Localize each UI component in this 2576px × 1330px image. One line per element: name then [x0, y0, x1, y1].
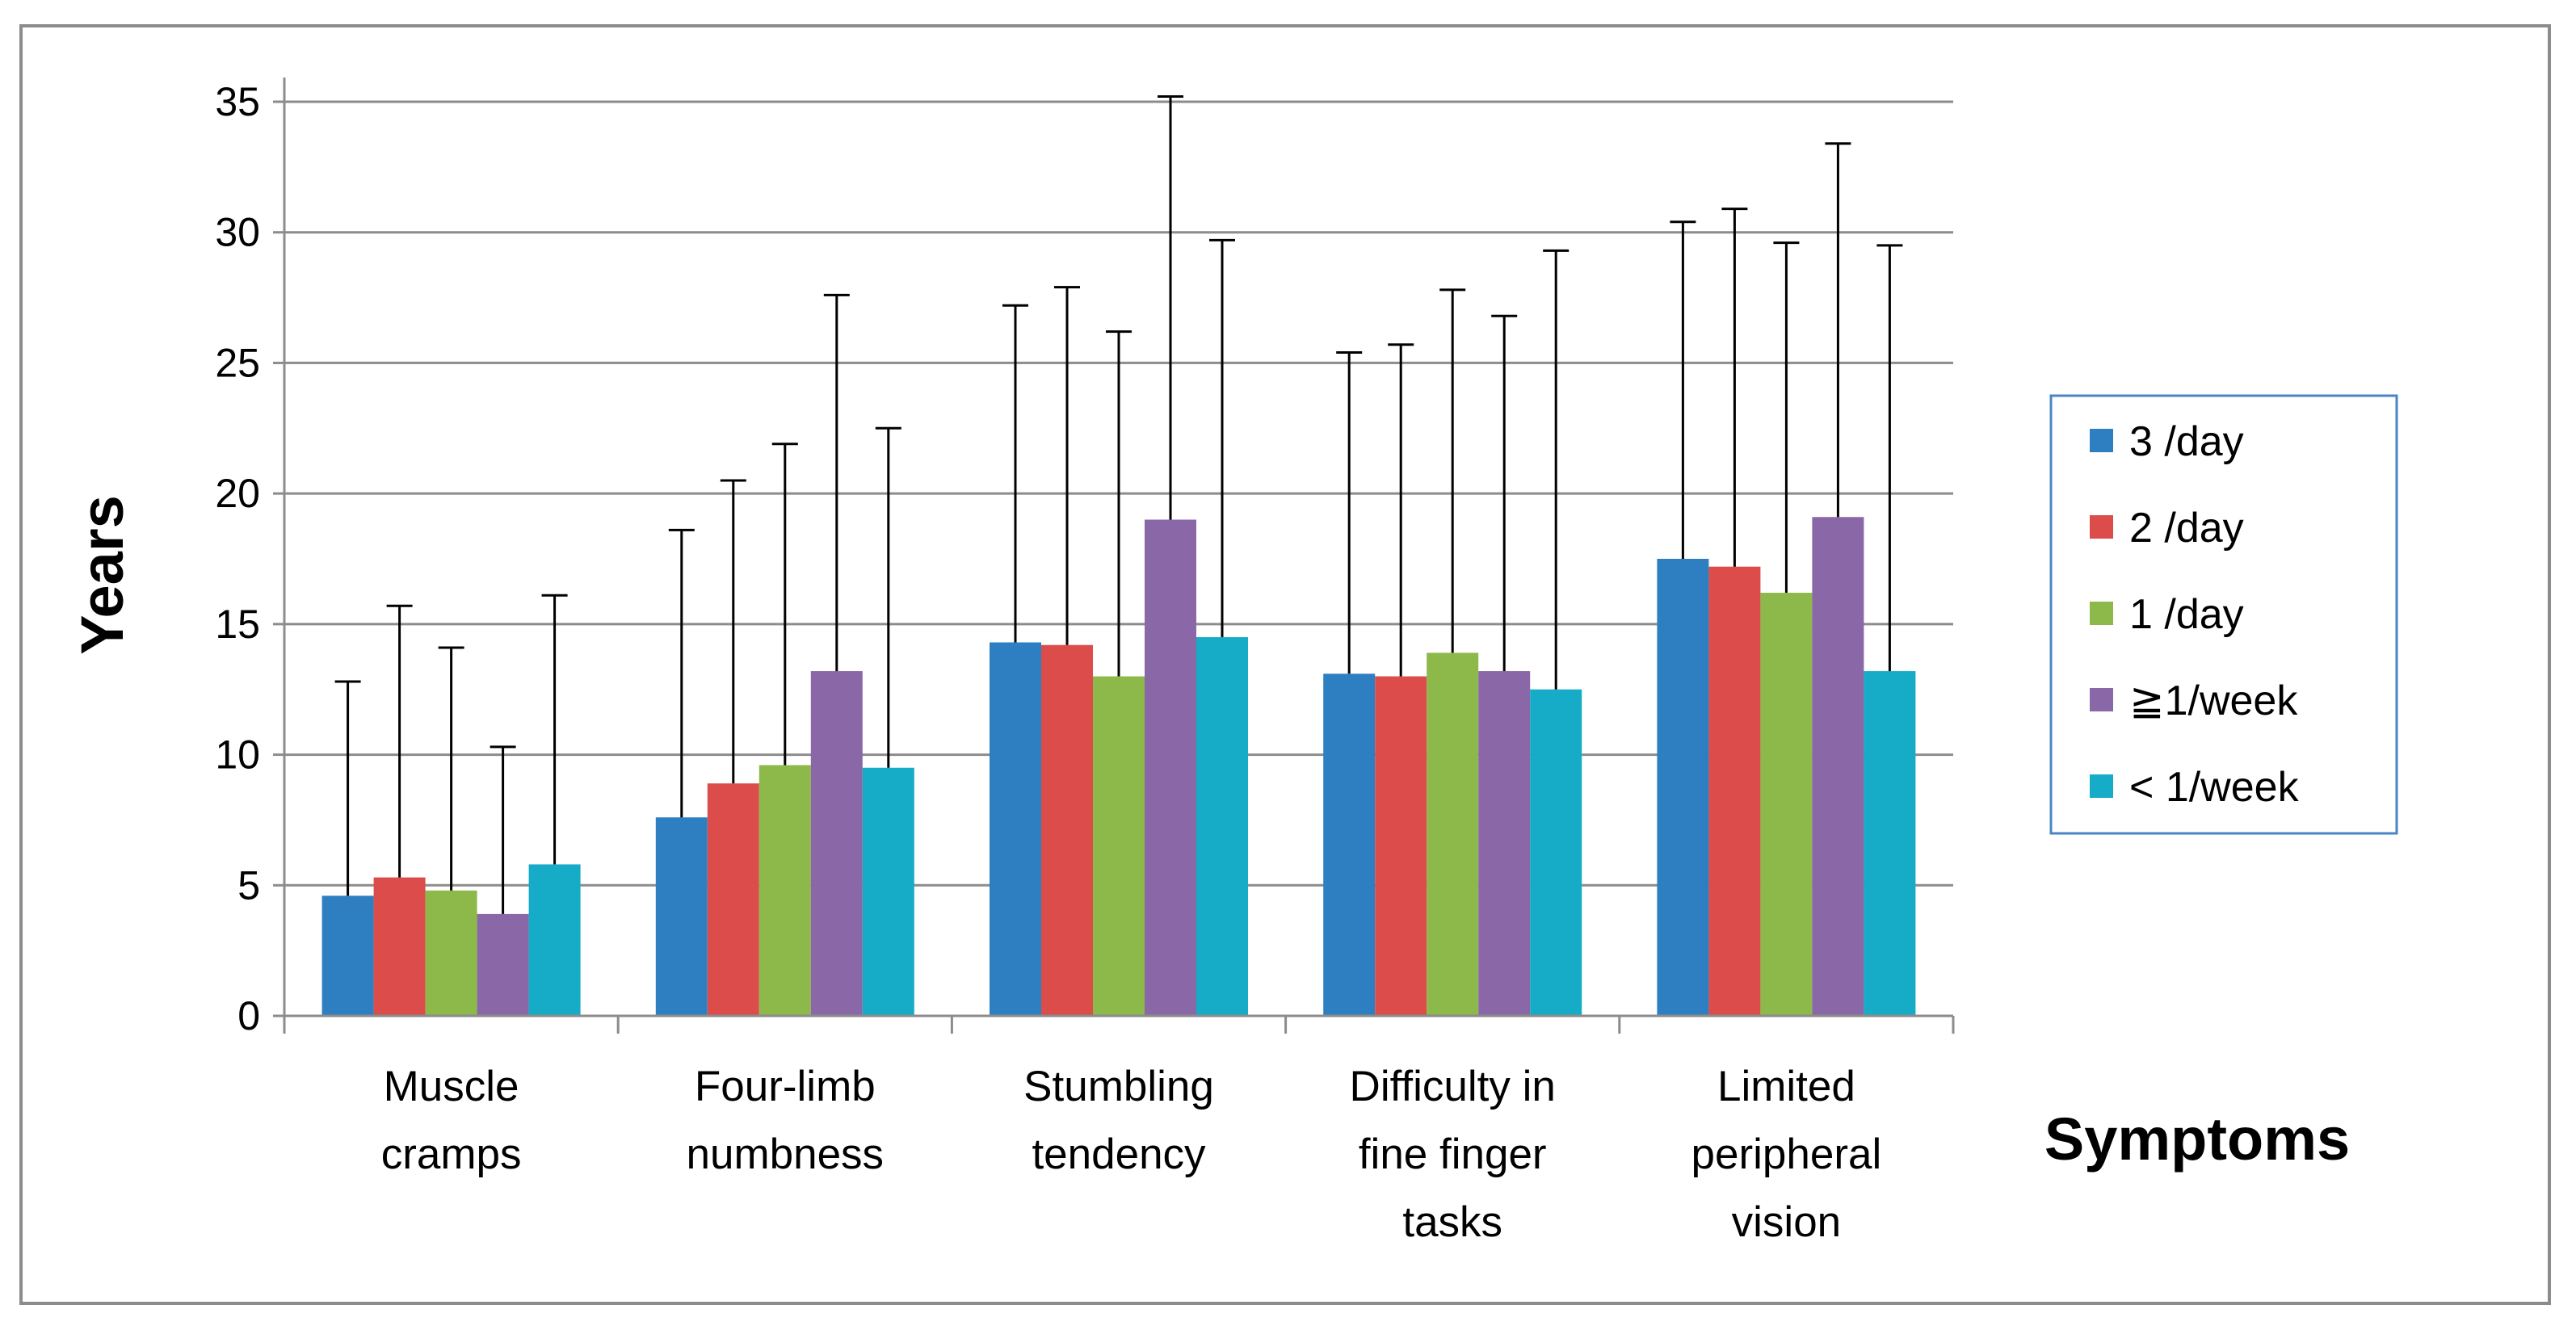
bar	[1864, 671, 1916, 1016]
error-bars	[334, 95, 1903, 914]
bar	[1196, 637, 1248, 1016]
legend-swatch	[2090, 515, 2113, 539]
legend-label: 2 /day	[2129, 505, 2244, 552]
bar	[1657, 559, 1709, 1016]
legend-swatch	[2090, 688, 2113, 711]
y-tick-label: 15	[215, 602, 260, 647]
y-tick-label: 5	[237, 862, 260, 908]
axes	[283, 78, 1955, 1034]
bar	[1375, 676, 1427, 1016]
x-category-label-line: Limited	[1717, 1063, 1855, 1110]
legend-label: 3 /day	[2129, 418, 2244, 465]
x-category-label-line: vision	[1732, 1198, 1842, 1246]
bar	[1812, 517, 1864, 1016]
x-category-label: Stumbling tendency	[1023, 1063, 1214, 1178]
bar	[477, 913, 529, 1016]
legend-label: 1 /day	[2129, 591, 2244, 638]
bar	[373, 877, 426, 1016]
bar	[528, 864, 581, 1016]
x-category-label-line: Muscle	[384, 1063, 519, 1110]
x-category-label-line: Stumbling	[1023, 1063, 1214, 1110]
legend-swatch	[2090, 602, 2113, 625]
x-category-label: Muscle cramps	[381, 1063, 522, 1178]
bar	[1145, 519, 1196, 1016]
legend-swatch	[2090, 774, 2113, 798]
legend-swatch	[2090, 429, 2113, 452]
y-tick-label: 30	[215, 210, 260, 255]
legend-label: < 1/week	[2129, 764, 2300, 811]
legend-label: ≧1/week	[2129, 678, 2298, 724]
bar	[990, 642, 1041, 1016]
bar	[1478, 671, 1531, 1016]
x-category-label-line: numbness	[687, 1131, 885, 1178]
bar	[1323, 673, 1376, 1016]
x-category-label-line: peripheral	[1691, 1131, 1882, 1178]
x-category-label-line: tasks	[1402, 1198, 1502, 1246]
chart-frame	[19, 24, 2551, 1305]
bar	[655, 817, 708, 1016]
y-tick-label: 25	[215, 340, 260, 385]
x-category-label-line: fine finger	[1359, 1131, 1547, 1178]
bar	[862, 767, 914, 1016]
bar	[1041, 644, 1093, 1016]
bars	[321, 517, 1916, 1016]
x-category-label: Four-limb numbness	[687, 1063, 885, 1178]
x-category-label-line: Four-limb	[695, 1063, 876, 1110]
bar	[1708, 566, 1761, 1016]
y-tick-label: 0	[237, 993, 260, 1038]
bar	[707, 783, 759, 1016]
bar	[1530, 689, 1582, 1016]
x-category-labels: Muscle cramps Four-limb numbness Stumbling te…	[381, 1063, 1882, 1246]
x-axis-title: Symptoms	[2044, 1106, 2350, 1173]
bar	[759, 765, 811, 1016]
y-tick-label: 10	[215, 732, 260, 778]
y-tick-label: 35	[215, 79, 260, 124]
bar	[425, 890, 477, 1016]
x-category-label-line: tendency	[1032, 1131, 1206, 1178]
x-category-label: Limited peripheral vision	[1691, 1063, 1882, 1246]
y-tick-labels: 0 5 10 15 20 25 30 35	[215, 79, 260, 1038]
x-category-label: Difficulty in fine finger tasks	[1350, 1063, 1556, 1246]
bar	[1427, 652, 1479, 1016]
x-category-label-line: cramps	[381, 1131, 522, 1178]
legend: 3 /day 2 /day 1 /day ≧1/week < 1/week	[2049, 394, 2398, 835]
bar	[810, 671, 863, 1016]
bar	[321, 896, 374, 1016]
y-tick-label: 20	[215, 471, 260, 516]
bar	[1760, 593, 1813, 1016]
y-axis-title: Years	[69, 495, 136, 655]
bar	[1093, 676, 1145, 1016]
x-category-label-line: Difficulty in	[1350, 1063, 1556, 1110]
